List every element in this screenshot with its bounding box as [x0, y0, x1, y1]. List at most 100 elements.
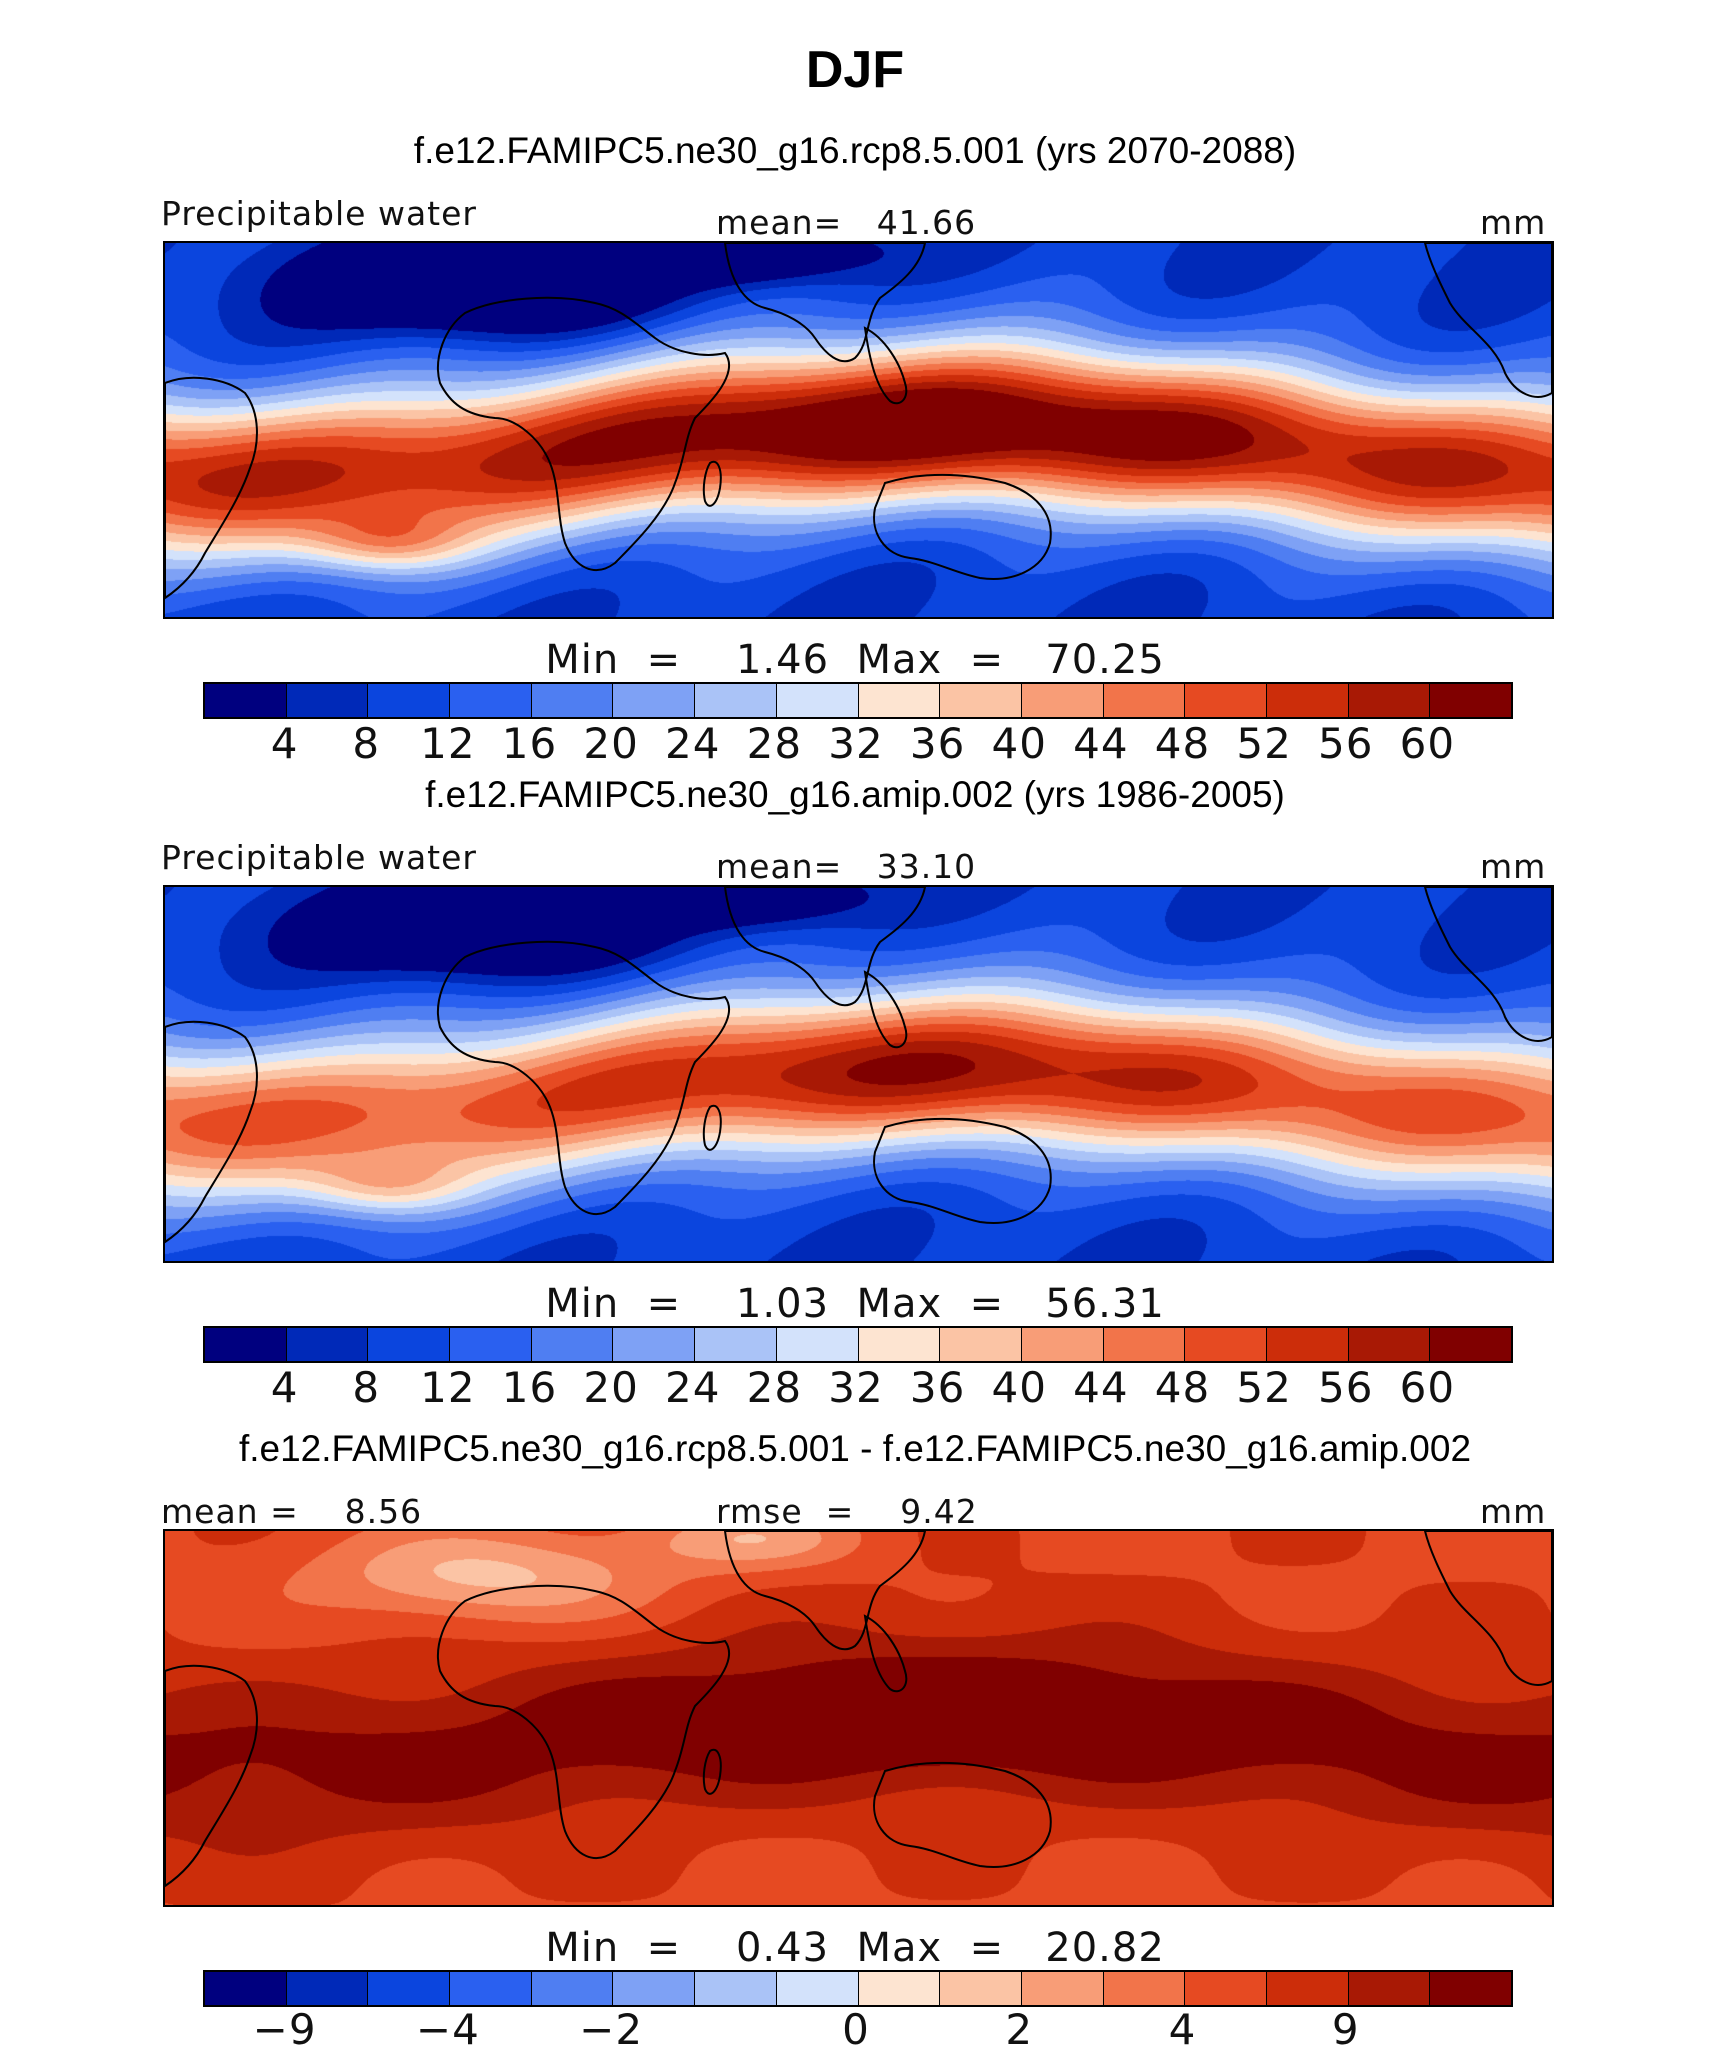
colorbar-tick-label: 24	[665, 1363, 721, 1412]
colorbar-swatch	[1185, 1972, 1267, 2005]
coastline	[436, 1584, 731, 1860]
colorbar-swatch	[286, 1972, 369, 2005]
figure-title: DJF	[805, 41, 905, 99]
colorbar-tick-label: 44	[1073, 1363, 1129, 1412]
colorbar-swatch	[613, 1972, 696, 2005]
colorbar-swatch	[368, 1328, 451, 1361]
colorbar-swatch	[613, 684, 696, 717]
colorbar-swatch	[695, 684, 777, 717]
coastline	[702, 1748, 722, 1795]
colorbar-tick-label: 32	[828, 1363, 884, 1412]
colorbar-swatch	[776, 1328, 859, 1361]
colorbar-tick-label: 4	[270, 1363, 299, 1412]
coastline	[1423, 1531, 1552, 1686]
colorbar-swatch	[1021, 684, 1104, 717]
colorbar-swatch	[1430, 1972, 1511, 2005]
panel-2-colorbar	[203, 1326, 1513, 1363]
colorbar-swatch	[205, 1328, 287, 1361]
colorbar-swatch	[286, 1328, 369, 1361]
colorbar-swatch	[940, 1328, 1022, 1361]
colorbar-tick-label: 12	[420, 719, 476, 768]
panel-1-map	[163, 241, 1554, 619]
colorbar-swatch	[1348, 684, 1431, 717]
panel-2-units: mm	[1480, 847, 1547, 886]
colorbar-swatch	[205, 1972, 287, 2005]
coastline	[436, 296, 731, 572]
colorbar-swatch	[776, 1972, 859, 2005]
colorbar-tick-label: 24	[665, 719, 721, 768]
colorbar-swatch	[450, 684, 532, 717]
field-contour-fill	[165, 243, 1552, 617]
coastline	[165, 1020, 258, 1244]
panel-2-colorbar-ticks: 4 8 12 16 20 24 28 32 36 40 44 48 52 56 60	[203, 1363, 1509, 1412]
colorbar-tick-label: 2	[1005, 2005, 1034, 2054]
panel-2-minmax: Min = 1.03 Max = 56.31	[545, 1281, 1165, 1327]
colorbar-tick-label: 28	[746, 1363, 803, 1412]
colorbar-swatch	[695, 1972, 777, 2005]
colorbar-tick-label: 8	[352, 719, 381, 768]
colorbar-tick-label: 60	[1399, 1363, 1456, 1412]
colorbar-tick-label: 60	[1399, 719, 1456, 768]
colorbar-swatch	[1185, 684, 1267, 717]
colorbar-swatch	[1348, 1328, 1431, 1361]
colorbar-swatch	[1266, 1972, 1349, 2005]
colorbar-swatch	[368, 1972, 451, 2005]
colorbar-tick-label: 40	[991, 719, 1047, 768]
colorbar-swatch	[1430, 684, 1511, 717]
colorbar-swatch	[940, 684, 1022, 717]
panel-1-case-title: f.e12.FAMIPC5.ne30_g16.rcp8.5.001 (yrs 2…	[413, 130, 1297, 171]
panel-2-mean-label: mean= 33.10	[716, 847, 977, 886]
panel-3-colorbar	[203, 1970, 1513, 2007]
colorbar-tick-label: 20	[583, 1363, 639, 1412]
panel-3-rmse-label: rmse = 9.42	[716, 1492, 978, 1531]
panel-2-variable-label: Precipitable water	[161, 838, 477, 877]
colorbar-tick-label: −2	[579, 2005, 644, 2054]
colorbar-swatch	[1348, 1972, 1431, 2005]
colorbar-tick-label: 44	[1073, 719, 1129, 768]
coastline	[723, 887, 927, 1007]
colorbar-tick-label: 52	[1236, 1363, 1292, 1412]
field-contour-fill	[165, 887, 1552, 1261]
colorbar-swatch	[1103, 1328, 1186, 1361]
coastline	[1423, 887, 1552, 1042]
panel-2-case-title: f.e12.FAMIPC5.ne30_g16.amip.002 (yrs 198…	[425, 774, 1285, 815]
colorbar-swatch	[776, 684, 859, 717]
colorbar-tick-label: 56	[1318, 719, 1374, 768]
colorbar-tick-label: 0	[842, 2005, 870, 2054]
coastline-overlay	[165, 243, 1552, 600]
panel-1-mean-label: mean= 41.66	[716, 203, 977, 242]
colorbar-tick-label: 40	[991, 1363, 1047, 1412]
coastline	[863, 970, 908, 1049]
coastline	[165, 376, 258, 600]
coastline	[873, 473, 1052, 580]
colorbar-tick-label: 16	[501, 719, 558, 768]
colorbar-swatch	[205, 684, 287, 717]
colorbar-tick-label: 12	[420, 1363, 476, 1412]
colorbar-swatch	[1021, 1972, 1104, 2005]
colorbar-swatch	[1266, 1328, 1349, 1361]
panel-3-mean-label: mean = 8.56	[161, 1492, 423, 1531]
colorbar-swatch	[450, 1328, 532, 1361]
colorbar-tick-label: 4	[1168, 2005, 1197, 2054]
colorbar-tick-label: 52	[1236, 719, 1292, 768]
panel-3-minmax: Min = 0.43 Max = 20.82	[545, 1925, 1165, 1971]
coastline	[863, 326, 908, 405]
colorbar-swatch	[940, 1972, 1022, 2005]
colorbar-tick-label: 28	[746, 719, 803, 768]
colorbar-tick-label: 20	[583, 719, 639, 768]
colorbar-tick-label: 16	[501, 1363, 558, 1412]
field-contour-fill	[165, 1531, 1552, 1905]
colorbar-tick-label: 48	[1154, 1363, 1211, 1412]
panel-3-colorbar-ticks: −9 −4 −2 0 2 4 9	[203, 2005, 1509, 2054]
panel-2-map	[163, 885, 1554, 1263]
coastline	[436, 940, 731, 1216]
colorbar-swatch	[858, 684, 941, 717]
coastline	[873, 1761, 1052, 1868]
panel-3-units: mm	[1480, 1492, 1547, 1531]
colorbar-swatch	[531, 1972, 614, 2005]
panel-1-colorbar	[203, 682, 1513, 719]
colorbar-swatch	[613, 1328, 696, 1361]
panel-1-colorbar-ticks: 4 8 12 16 20 24 28 32 36 40 44 48 52 56 60	[203, 719, 1509, 768]
colorbar-swatch	[858, 1328, 941, 1361]
panel-1-units: mm	[1480, 203, 1547, 242]
